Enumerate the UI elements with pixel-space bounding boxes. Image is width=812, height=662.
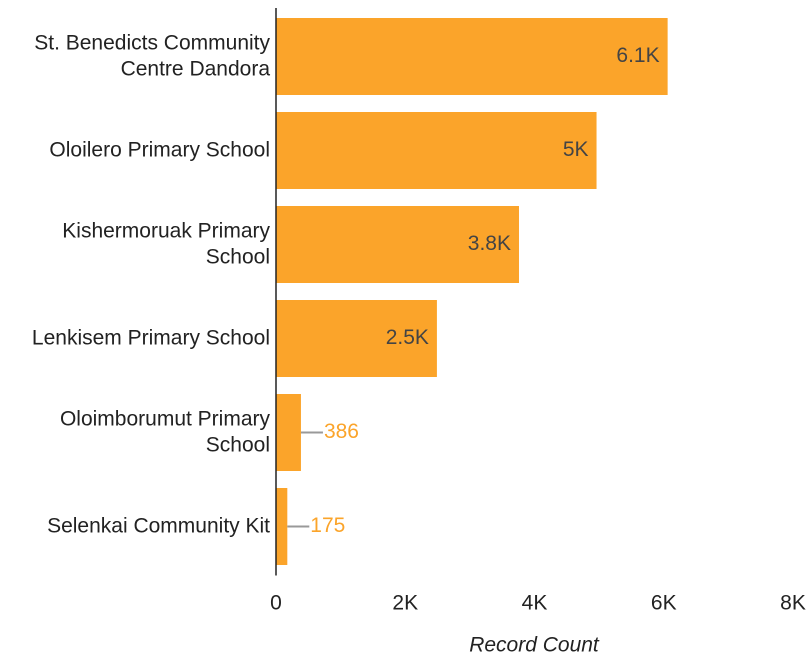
value-label: 5K (563, 138, 589, 161)
value-label: 2.5K (386, 326, 429, 349)
x-tick-label: 8K (780, 592, 806, 615)
bar (276, 300, 437, 377)
bar (276, 112, 597, 189)
bar (276, 488, 288, 565)
value-label: 6.1K (616, 44, 659, 67)
value-label: 3.8K (468, 232, 511, 255)
bar (276, 394, 301, 471)
y-tick-label: St. Benedicts Community Centre Dandora (34, 31, 270, 80)
bar (276, 18, 668, 95)
y-tick-label: Lenkisem Primary School (32, 326, 270, 349)
x-tick-label: 0 (270, 592, 282, 615)
value-label: 386 (324, 420, 359, 443)
bar (276, 206, 519, 283)
y-tick-label: Oloimborumut Primary School (60, 407, 271, 456)
y-tick-label: Selenkai Community Kit (47, 514, 270, 537)
y-tick-label: Oloilero Primary School (49, 138, 270, 161)
x-axis-label: Record Count (469, 634, 600, 657)
value-label: 175 (310, 514, 345, 537)
x-tick-label: 6K (651, 592, 677, 615)
y-tick-label: Kishermoruak Primary School (62, 219, 270, 268)
x-tick-label: 4K (522, 592, 548, 615)
x-tick-label: 2K (392, 592, 418, 615)
